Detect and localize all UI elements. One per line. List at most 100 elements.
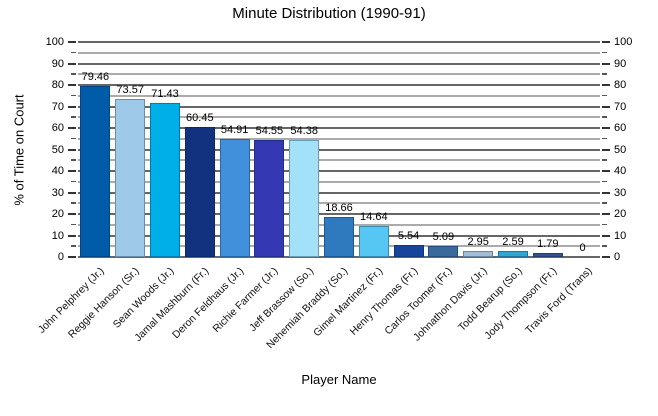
gridline-major: [78, 84, 600, 86]
y-axis-tick-left: [71, 223, 76, 226]
bar: [115, 98, 146, 257]
y-axis-tick-label-left: 80: [51, 79, 64, 91]
y-axis-tick-right: [602, 213, 610, 215]
bar-value-label: 1.79: [537, 238, 559, 251]
y-axis-tick-label-right: 40: [614, 165, 627, 177]
bar: [358, 225, 389, 257]
x-category-label-text: Richie Farmer (Jr.): [210, 265, 281, 335]
y-axis-tick-label-left: 10: [51, 229, 64, 242]
y-axis-tick-right: [602, 245, 607, 247]
y-axis-tick-left: [68, 62, 76, 65]
bar: [80, 86, 111, 257]
gridline-major: [78, 256, 600, 258]
bar: [498, 251, 528, 257]
bar-value-label: 18.66: [325, 201, 353, 214]
y-axis-tick-right: [602, 191, 610, 194]
x-category-label-text: Travis Ford (Trans): [522, 265, 595, 337]
x-axis-title: Player Name: [301, 372, 377, 387]
y-axis-tick-right: [602, 41, 610, 43]
y-axis-tick-label-right: 50: [614, 143, 627, 156]
y-axis-tick-left: [71, 159, 76, 161]
gridline-minor: [78, 51, 600, 54]
y-axis-tick-right: [602, 223, 607, 226]
bar-value-label: 14.64: [360, 210, 388, 223]
y-axis-tick-label-left: 70: [51, 100, 64, 113]
chart-title: Minute Distribution (1990-91): [232, 5, 426, 22]
y-axis-tick-label-right: 100: [614, 36, 633, 48]
gridline-minor: [78, 202, 600, 205]
y-axis-tick-right: [602, 180, 607, 183]
y-axis-tick-label-left: 30: [51, 186, 64, 199]
bar: [254, 139, 285, 257]
y-axis-tick-label-right: 80: [614, 79, 627, 91]
bar-value-label: 73.57: [116, 83, 144, 96]
y-axis-tick-left: [71, 202, 76, 204]
y-axis-tick-left: [71, 94, 76, 97]
bar-value-label: 79.46: [81, 71, 110, 84]
bar: [150, 103, 180, 257]
y-axis-tick-left: [71, 73, 76, 75]
y-axis-tick-label-right: 90: [614, 57, 627, 70]
bar-value-label: 0: [579, 242, 586, 254]
gridline-major: [78, 213, 600, 215]
x-category-label-text: Sean Woods (Jr.): [110, 265, 177, 331]
y-axis-tick-right: [602, 137, 607, 140]
gridline-minor: [78, 137, 600, 140]
y-axis-tick-left: [71, 116, 76, 118]
y-axis-tick-left: [71, 137, 76, 140]
x-category-label-text: Todd Bearup (So.): [455, 265, 525, 334]
y-axis-tick-left: [71, 245, 76, 247]
gridline-major: [78, 191, 600, 194]
y-axis-tick-right: [602, 256, 610, 258]
y-axis-tick-label-left: 50: [51, 143, 64, 156]
y-axis-tick-left: [68, 234, 76, 237]
gridline-major: [78, 105, 600, 108]
bar-value-label: 60.45: [186, 112, 214, 125]
gridline-minor: [78, 159, 600, 162]
bar-value-label: 5.54: [397, 230, 420, 243]
y-axis-tick-label-right: 30: [614, 186, 627, 199]
y-axis-tick-right: [602, 127, 610, 129]
bar: [219, 138, 250, 257]
bar: [289, 140, 320, 257]
y-axis-tick-label-left: 40: [51, 165, 64, 177]
bar-value-label: 54.91: [220, 123, 249, 136]
y-axis-tick-label-right: 60: [614, 122, 627, 134]
bar-value-label: 2.59: [502, 236, 524, 249]
y-axis-tick-label-left: 100: [45, 36, 64, 48]
y-axis-tick-label-left: 20: [51, 208, 64, 220]
bar-value-label: 54.38: [290, 125, 318, 138]
y-axis-tick-label-right: 10: [614, 229, 627, 242]
bar: [428, 246, 459, 257]
y-axis-tick-label-right: 0: [614, 251, 621, 263]
y-axis-tick-left: [71, 51, 76, 54]
gridline-major: [78, 148, 600, 151]
gridline-minor: [78, 73, 600, 76]
y-axis-title: % of Time on Court: [11, 94, 27, 206]
y-axis-tick-label-left: 90: [51, 57, 64, 70]
y-axis-tick-right: [602, 105, 610, 108]
y-axis-tick-left: [68, 105, 76, 108]
bar: [532, 253, 563, 257]
gridline-minor: [78, 116, 600, 119]
y-axis-tick-right: [602, 62, 610, 65]
gridline-major: [78, 170, 600, 172]
y-axis-tick-right: [602, 51, 607, 54]
y-axis-tick-left: [68, 213, 76, 215]
y-axis-tick-left: [68, 170, 76, 172]
y-axis-tick-label-right: 70: [614, 100, 627, 113]
y-axis-tick-left: [68, 191, 76, 194]
y-axis-tick-right: [602, 148, 610, 151]
y-axis-tick-left: [71, 180, 76, 183]
y-axis-tick-right: [602, 73, 607, 75]
bar: [184, 127, 215, 257]
bar-value-label: 54.55: [255, 124, 284, 137]
y-axis-tick-right: [602, 94, 607, 97]
bar-value-label: 5.09: [432, 231, 455, 244]
y-axis-tick-right: [602, 159, 607, 161]
y-axis-tick-right: [602, 170, 610, 172]
gridline-minor: [78, 94, 600, 97]
bar: [324, 216, 354, 257]
bar: [463, 250, 494, 257]
